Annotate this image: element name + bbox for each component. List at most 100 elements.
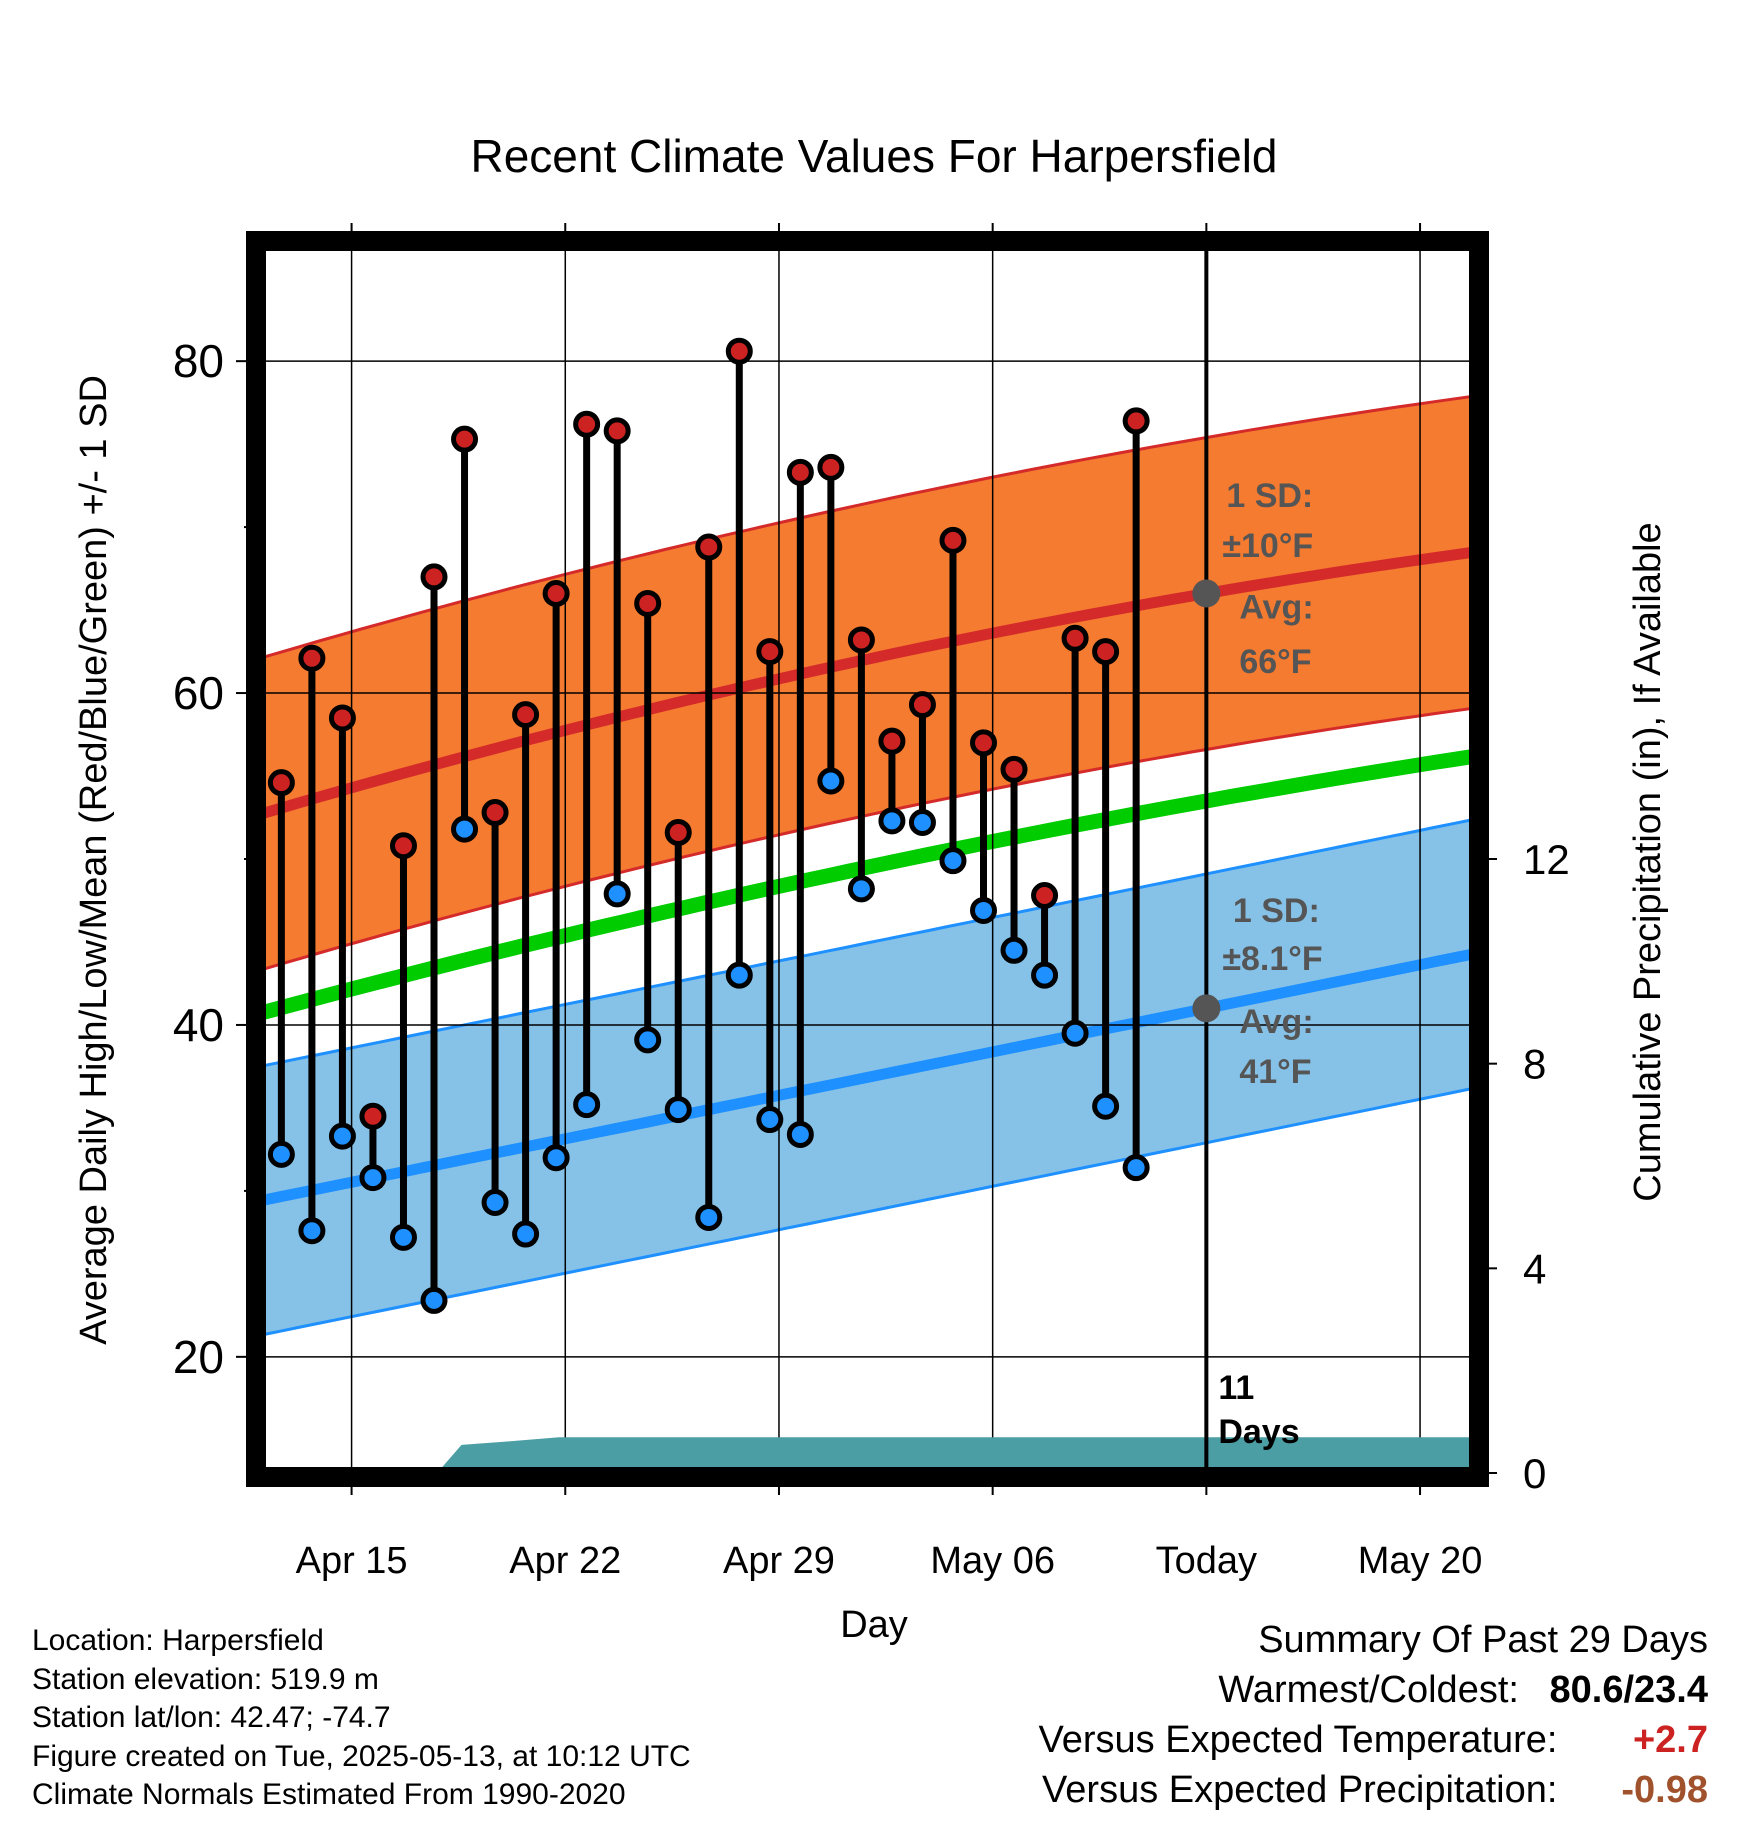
temp-label: Versus Expected Temperature: (1038, 1719, 1558, 1761)
daily-low-point (817, 767, 845, 795)
daily-high-point (359, 1102, 387, 1130)
high-avg-value: 66°F (1239, 643, 1311, 681)
daily-high-point (573, 410, 601, 438)
daily-low-point (756, 1106, 784, 1134)
low-sd-label: 1 SD: (1233, 892, 1320, 930)
daily-high-point (756, 638, 784, 666)
days-count: 11 (1218, 1369, 1254, 1407)
x-tick-label: Apr 29 (723, 1540, 835, 1582)
daily-low-point (267, 1140, 295, 1168)
daily-low-point (664, 1096, 692, 1124)
summary-warmest-row: Warmest/Coldest: 80.6/23.4 (1039, 1665, 1708, 1715)
today-low-marker (1192, 994, 1221, 1023)
daily-low-point (451, 815, 479, 843)
x-tick-label: Today (1156, 1540, 1257, 1582)
daily-high-point (847, 626, 875, 654)
y-tick-label: 80 (173, 335, 224, 387)
daily-low-point (542, 1144, 570, 1172)
y-tick-label: 40 (173, 999, 224, 1051)
plot-frame (246, 231, 1489, 1487)
daily-low-point (1061, 1019, 1089, 1047)
warmest-value: 80.6/23.4 (1549, 1669, 1708, 1711)
precip-value: -0.98 (1621, 1769, 1708, 1811)
daily-high-point (970, 729, 998, 757)
daily-low-point (1122, 1154, 1150, 1182)
summary-precip-row: Versus Expected Precipitation: -0.98 (1039, 1765, 1708, 1815)
summary-heading: Summary Of Past 29 Days (1258, 1619, 1708, 1661)
daily-high-point (786, 458, 814, 486)
daily-high-point (389, 832, 417, 860)
y2-tick-label: 8 (1523, 1041, 1546, 1088)
y2-tick-label: 12 (1523, 836, 1570, 883)
daily-low-point (359, 1164, 387, 1192)
daily-high-point (420, 563, 448, 591)
daily-low-point (908, 808, 936, 836)
daily-high-point (817, 453, 845, 481)
x-tick-label: Apr 15 (296, 1540, 408, 1582)
daily-low-point (420, 1286, 448, 1314)
daily-high-point (908, 691, 936, 719)
daily-low-point (939, 847, 967, 875)
created-text: Figure created on Tue, 2025-05-13, at 10… (32, 1739, 691, 1773)
y-axis-label: Average Daily High/Low/Mean (Red/Blue/Gr… (73, 375, 115, 1345)
daily-high-point (634, 589, 662, 617)
daily-high-point (603, 417, 631, 445)
daily-low-point (1031, 961, 1059, 989)
y-tick-label: 20 (173, 1331, 224, 1383)
daily-high-point (725, 337, 753, 365)
high-sd-band (260, 394, 1475, 972)
daily-high-point (1061, 624, 1089, 652)
chart-title: Recent Climate Values For Harpersfield (470, 130, 1277, 182)
daily-low-point (847, 875, 875, 903)
precip-area (260, 1437, 1475, 1473)
precip-label: Versus Expected Precipitation: (1042, 1769, 1558, 1811)
daily-high-point (542, 579, 570, 607)
high-sd-label: 1 SD: (1226, 477, 1313, 515)
plot-area (260, 245, 1475, 1473)
daily-low-point (481, 1189, 509, 1217)
elevation-text: Station elevation: 519.9 m (32, 1662, 379, 1696)
daily-high-point (512, 701, 540, 729)
station-info: Location: Harpersfield Station elevation… (32, 1622, 691, 1815)
summary-panel: Summary Of Past 29 Days Warmest/Coldest:… (1039, 1615, 1708, 1815)
daily-low-point (695, 1203, 723, 1231)
daily-low-point (298, 1217, 326, 1245)
y2-tick-label: 4 (1523, 1245, 1546, 1292)
daily-high-point (1031, 882, 1059, 910)
x-tick-label: Apr 22 (509, 1540, 621, 1582)
low-sd-value: ±8.1°F (1222, 940, 1322, 978)
days-label: Days (1218, 1413, 1299, 1451)
daily-high-point (878, 727, 906, 755)
daily-low-point (1000, 936, 1028, 964)
daily-high-point (939, 526, 967, 554)
summary-temp-row: Versus Expected Temperature: +2.7 (1039, 1715, 1708, 1765)
daily-high-point (664, 818, 692, 846)
daily-low-point (603, 880, 631, 908)
normals-text: Climate Normals Estimated From 1990-2020 (32, 1778, 626, 1811)
x-tick-label: May 06 (930, 1540, 1055, 1582)
high-avg-label: Avg: (1239, 588, 1313, 626)
daily-low-point (970, 896, 998, 924)
daily-high-point (1000, 755, 1028, 783)
latlon-text: Station lat/lon: 42.47; -74.7 (32, 1701, 391, 1734)
y2-axis-label: Cumulative Precipitation (in), If Availa… (1627, 522, 1669, 1201)
x-tick-label: May 20 (1358, 1540, 1483, 1582)
daily-low-point (328, 1122, 356, 1150)
daily-high-point (328, 704, 356, 732)
daily-low-point (512, 1220, 540, 1248)
high-sd-value: ±10°F (1222, 527, 1313, 565)
daily-low-point (634, 1026, 662, 1054)
normal-mean-line (260, 748, 1475, 1021)
daily-high-point (481, 799, 509, 827)
warmest-label: Warmest/Coldest: (1218, 1669, 1519, 1711)
daily-high-point (1092, 638, 1120, 666)
daily-low-point (725, 961, 753, 989)
daily-high-point (695, 533, 723, 561)
y2-tick-label: 0 (1523, 1450, 1546, 1497)
today-high-marker (1192, 579, 1221, 608)
y-tick-label: 60 (173, 667, 224, 719)
location-text: Location: Harpersfield (32, 1624, 324, 1657)
daily-high-point (1122, 407, 1150, 435)
daily-low-point (786, 1120, 814, 1148)
